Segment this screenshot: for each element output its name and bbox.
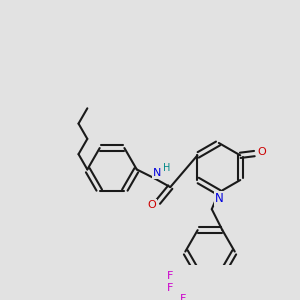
Text: O: O <box>257 147 266 157</box>
Text: F: F <box>179 294 186 300</box>
Text: F: F <box>167 271 173 281</box>
Text: N: N <box>214 192 223 205</box>
Text: H: H <box>163 163 170 173</box>
Text: N: N <box>153 168 161 178</box>
Text: F: F <box>167 283 173 293</box>
Text: O: O <box>147 200 156 210</box>
